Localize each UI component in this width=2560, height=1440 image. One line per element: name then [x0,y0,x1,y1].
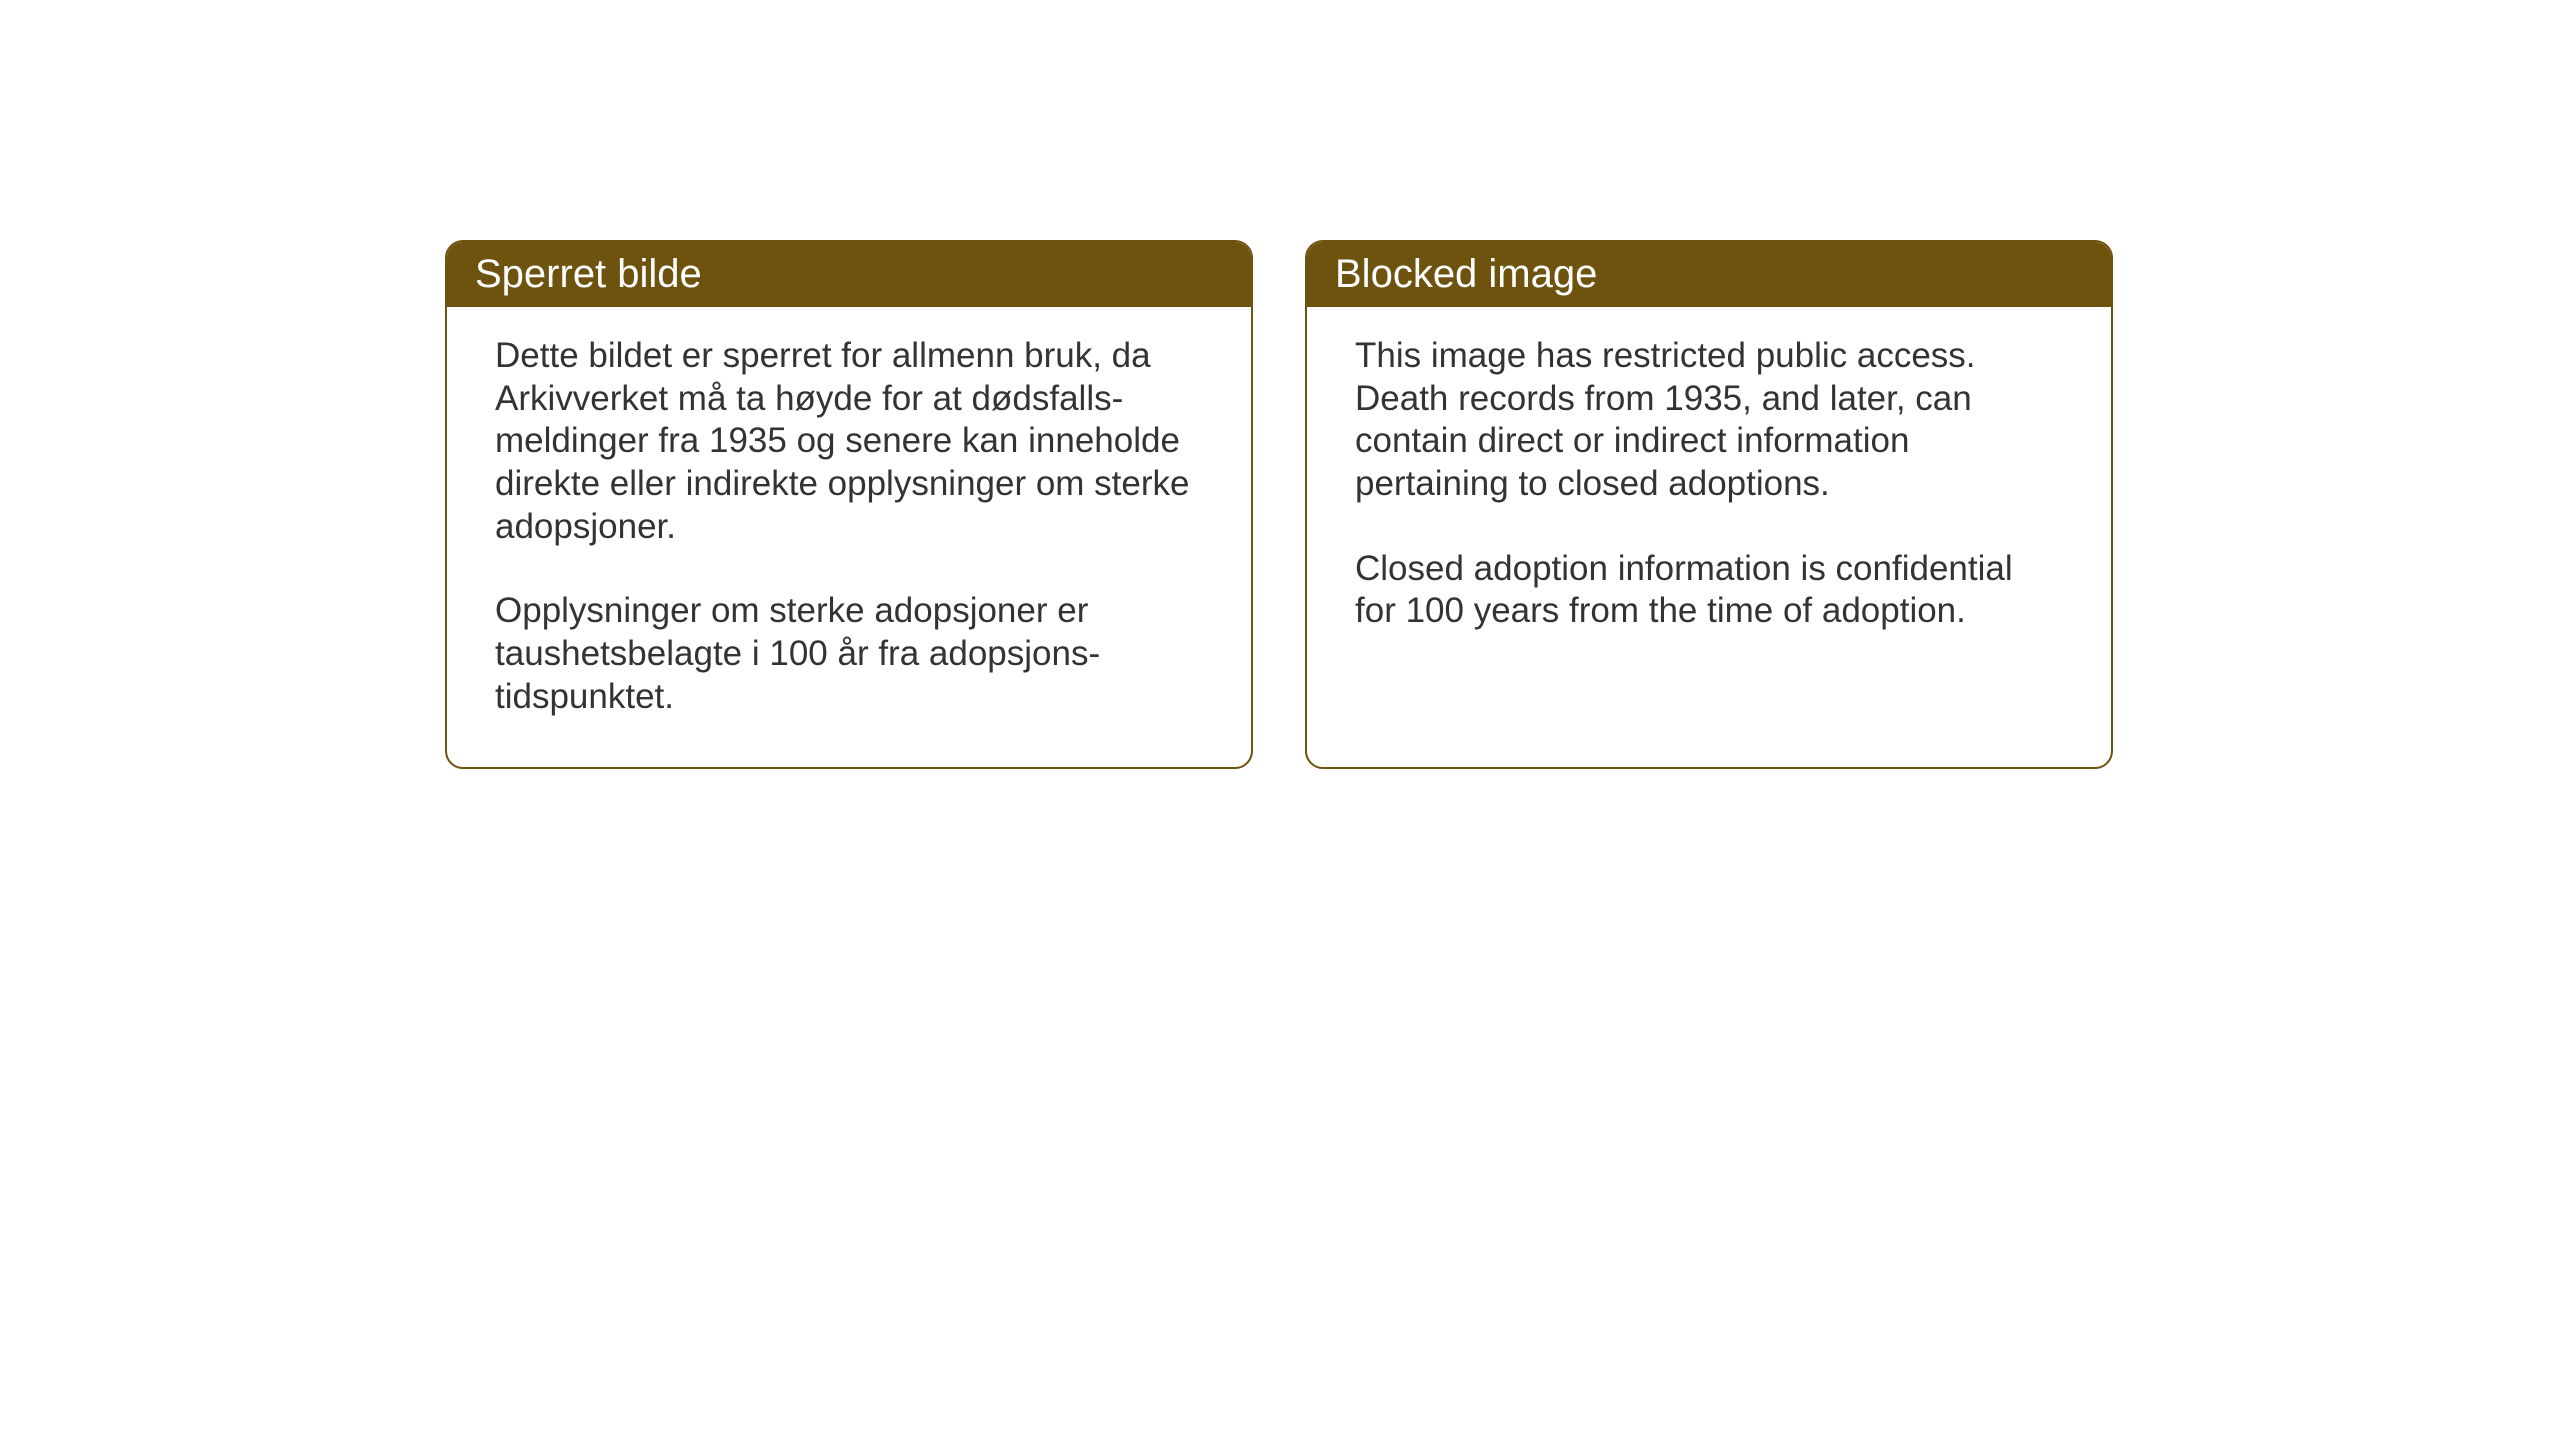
notice-card-norwegian: Sperret bilde Dette bildet er sperret fo… [445,240,1253,769]
notice-title-norwegian: Sperret bilde [475,252,702,296]
notice-title-english: Blocked image [1335,252,1597,296]
notice-body-norwegian: Dette bildet er sperret for allmenn bruk… [447,307,1251,767]
notice-paragraph-2-norwegian: Opplysninger om sterke adopsjoner er tau… [495,590,1203,718]
notice-container: Sperret bilde Dette bildet er sperret fo… [445,240,2113,769]
notice-card-english: Blocked image This image has restricted … [1305,240,2113,769]
notice-body-english: This image has restricted public access.… [1307,307,2111,681]
notice-paragraph-1-english: This image has restricted public access.… [1355,335,2063,506]
notice-paragraph-1-norwegian: Dette bildet er sperret for allmenn bruk… [495,335,1203,548]
notice-header-norwegian: Sperret bilde [447,242,1251,307]
notice-header-english: Blocked image [1307,242,2111,307]
notice-paragraph-2-english: Closed adoption information is confident… [1355,548,2063,633]
